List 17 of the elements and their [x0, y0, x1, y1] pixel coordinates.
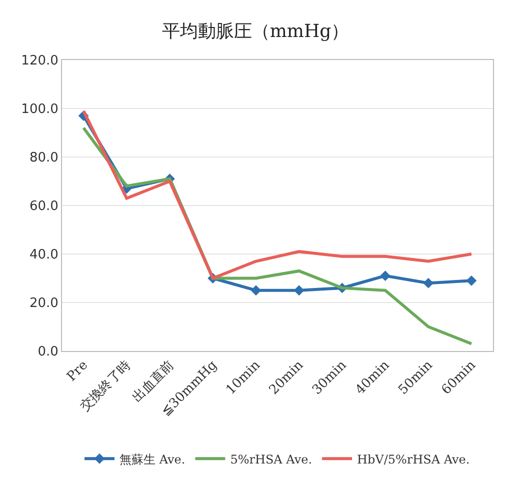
point [466, 275, 477, 286]
x-tick-label: Pre [64, 358, 92, 385]
point [380, 270, 390, 282]
y-tick-label: 80.0 [29, 150, 58, 166]
chart-title: 平均動脈圧（mmHg） [162, 20, 350, 42]
legend-label: 無蘇生 Ave. [120, 452, 186, 466]
y-tick-label: 20.0 [29, 296, 58, 312]
y-tick-label: 0.0 [38, 344, 58, 360]
y-tick-label: 40.0 [29, 248, 58, 263]
point [250, 285, 262, 296]
y-tick-label: 120.0 [21, 54, 58, 69]
legend-label: HbV/5%rHSA Ave. [357, 452, 470, 466]
y-tick-label: 100.0 [21, 102, 58, 118]
point [294, 285, 304, 296]
y-tick-label: 60.0 [29, 199, 58, 214]
point [423, 278, 434, 288]
legend-label: 5%rHSA Ave. [230, 452, 312, 466]
